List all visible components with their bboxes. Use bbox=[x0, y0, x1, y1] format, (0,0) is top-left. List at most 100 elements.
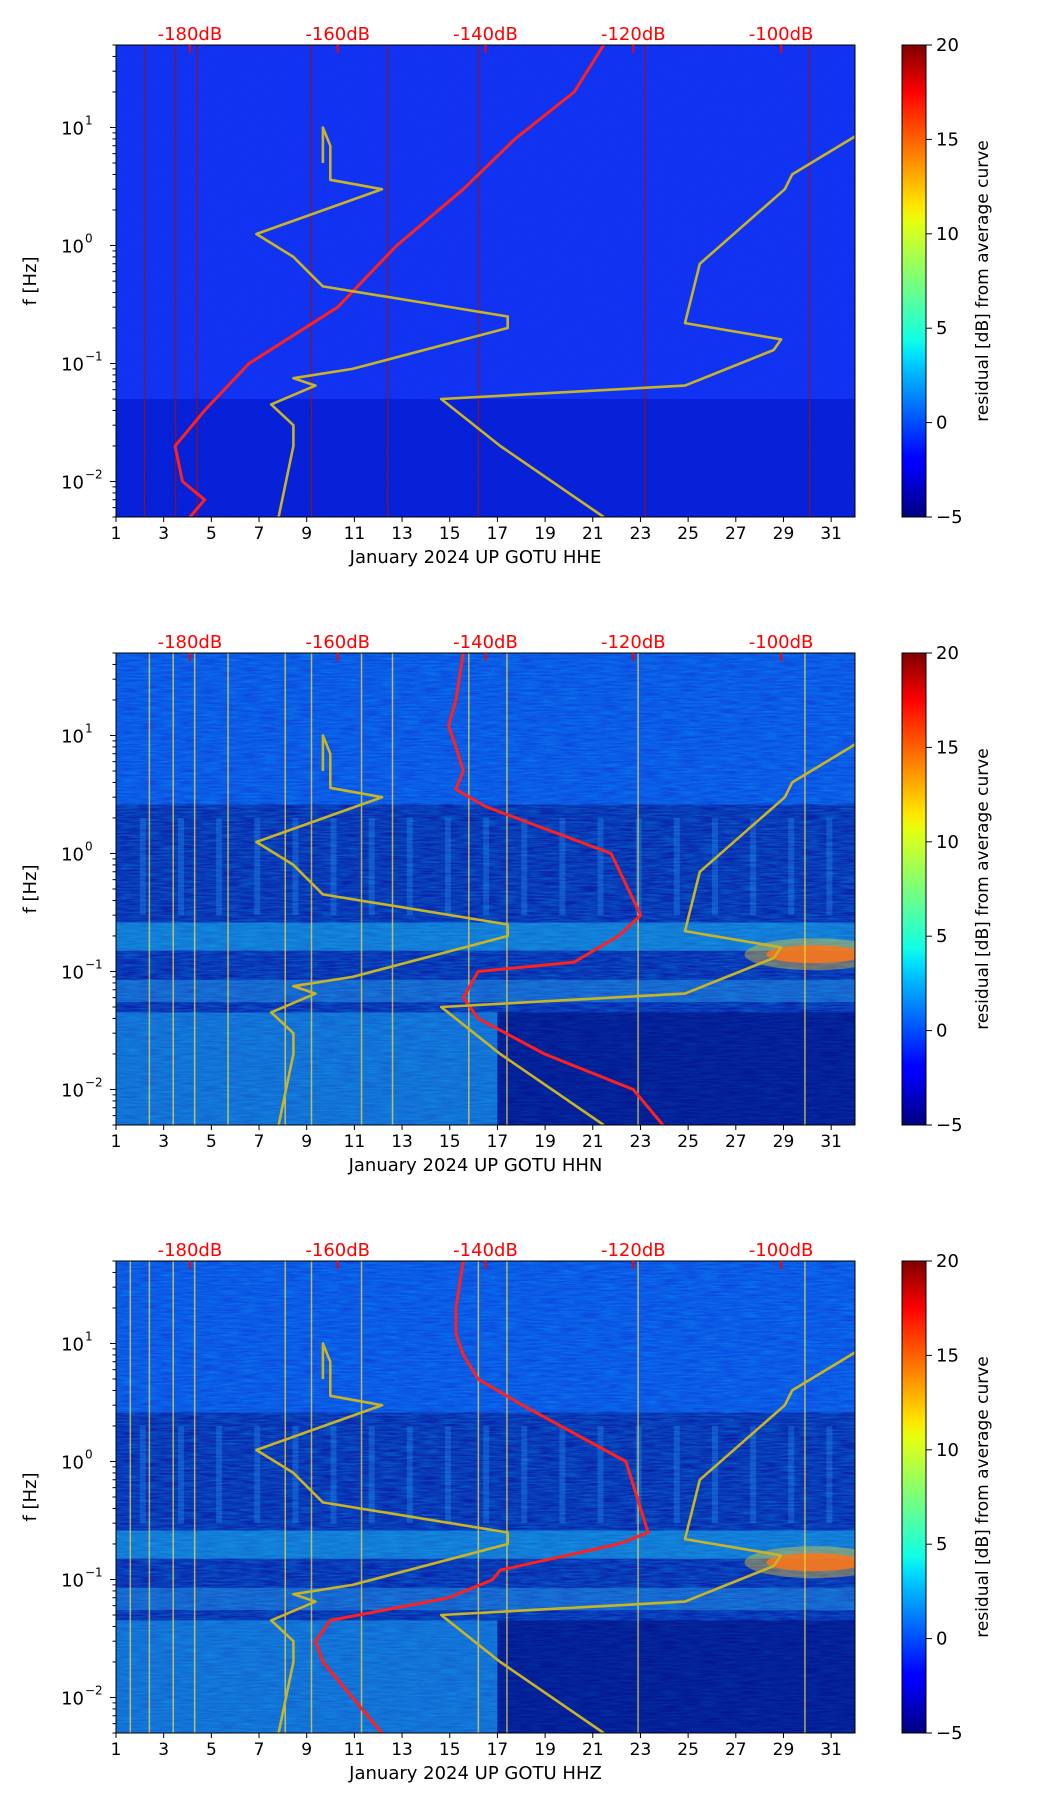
plume-streak bbox=[139, 1425, 146, 1524]
colorbar-label: residual [dB] from average curve bbox=[973, 1356, 993, 1637]
heatmap-area bbox=[116, 45, 855, 517]
plume-streak bbox=[368, 1425, 375, 1524]
x-tick-label: 21 bbox=[582, 1132, 604, 1152]
x-tick-label: 5 bbox=[206, 1740, 217, 1760]
plume-streak bbox=[826, 817, 833, 916]
plume-streak bbox=[177, 817, 184, 916]
y-tick-exponent: 1 bbox=[85, 1329, 93, 1343]
long-period-region bbox=[116, 1620, 498, 1733]
db-tick-label: -180dB bbox=[158, 1240, 223, 1261]
plume-streak bbox=[826, 1425, 833, 1524]
y-tick-exponent: −2 bbox=[85, 1075, 103, 1089]
series-peterson-nhnm bbox=[439, 1350, 855, 1733]
x-tick-label: 11 bbox=[344, 524, 366, 544]
plume-streak bbox=[597, 1425, 604, 1524]
plume-streak bbox=[711, 817, 718, 916]
x-axis-label: January 2024 UP GOTU HHE bbox=[349, 547, 602, 568]
plume-streak bbox=[750, 817, 757, 916]
plume-streak bbox=[711, 1425, 718, 1524]
colorbar-label: residual [dB] from average curve bbox=[973, 140, 993, 421]
x-tick-label: 25 bbox=[677, 1740, 699, 1760]
x-tick-label: 31 bbox=[820, 1132, 842, 1152]
heatmap-area bbox=[116, 653, 855, 1125]
colorbar-tick-label: 20 bbox=[936, 1251, 959, 1272]
plume-streak bbox=[597, 817, 604, 916]
plume-streak bbox=[444, 817, 451, 916]
plume-streak bbox=[521, 1425, 528, 1524]
quiet-region bbox=[497, 1012, 855, 1125]
x-tick-label: 5 bbox=[206, 1132, 217, 1152]
x-tick-label: 1 bbox=[111, 1132, 122, 1152]
y-tick-label: 10 bbox=[61, 354, 84, 375]
plume-streak bbox=[177, 1425, 184, 1524]
y-tick-label: 10 bbox=[61, 1570, 84, 1591]
x-tick-label: 15 bbox=[439, 1132, 461, 1152]
x-tick-label: 7 bbox=[254, 524, 265, 544]
plume-streak bbox=[521, 817, 528, 916]
y-tick-exponent: 1 bbox=[85, 113, 93, 127]
x-tick-label: 31 bbox=[820, 524, 842, 544]
series-peterson-nhnm bbox=[439, 134, 855, 517]
x-tick-label: 13 bbox=[391, 1740, 413, 1760]
x-tick-label: 31 bbox=[820, 1740, 842, 1760]
storm-halo bbox=[744, 938, 855, 971]
y-tick-label: 10 bbox=[61, 118, 84, 139]
y-axis-label: f [Hz] bbox=[20, 1472, 41, 1521]
x-tick-label: 11 bbox=[344, 1740, 366, 1760]
colorbar-tick-label: −5 bbox=[936, 507, 963, 528]
colorbar-tick-label: 15 bbox=[936, 1345, 959, 1366]
x-tick-label: 3 bbox=[158, 524, 169, 544]
series-peterson-nlnm bbox=[255, 126, 510, 517]
db-tick-label: -140dB bbox=[453, 24, 518, 45]
y-tick-label: 10 bbox=[61, 1080, 84, 1101]
plume-streak bbox=[673, 817, 680, 916]
y-tick-exponent: 1 bbox=[85, 721, 93, 735]
plume-streak bbox=[139, 817, 146, 916]
x-tick-label: 19 bbox=[534, 1740, 556, 1760]
x-tick-label: 1 bbox=[111, 1740, 122, 1760]
colorbar bbox=[901, 652, 927, 1126]
colorbar-tick-label: 0 bbox=[936, 1021, 947, 1042]
db-tick-label: -180dB bbox=[158, 24, 223, 45]
x-tick-label: 9 bbox=[301, 1132, 312, 1152]
microseism-band bbox=[116, 1530, 855, 1559]
colorbar-tick-label: 20 bbox=[936, 35, 959, 56]
colorbar-tick-label: −5 bbox=[936, 1723, 963, 1744]
series-average-psd bbox=[173, 45, 605, 517]
db-tick-label: -120dB bbox=[601, 1240, 666, 1261]
y-tick-label: 10 bbox=[61, 472, 84, 493]
colorbar bbox=[901, 1260, 927, 1734]
plume-streak bbox=[216, 1425, 223, 1524]
y-tick-exponent: 0 bbox=[85, 839, 93, 853]
plume-streak bbox=[788, 817, 795, 916]
x-tick-label: 19 bbox=[534, 524, 556, 544]
plume-streak bbox=[368, 817, 375, 916]
db-tick-label: -160dB bbox=[305, 632, 370, 653]
y-tick-exponent: 0 bbox=[85, 1447, 93, 1461]
storm-halo bbox=[744, 1546, 855, 1579]
plume-streak bbox=[216, 817, 223, 916]
y-axis-label: f [Hz] bbox=[20, 256, 41, 305]
plume-streak bbox=[444, 1425, 451, 1524]
x-tick-label: 15 bbox=[439, 524, 461, 544]
x-tick-label: 23 bbox=[630, 1740, 652, 1760]
colorbar-tick-label: 5 bbox=[936, 1534, 947, 1555]
db-tick-label: -120dB bbox=[601, 24, 666, 45]
colorbar bbox=[901, 44, 927, 518]
x-tick-label: 23 bbox=[630, 1132, 652, 1152]
plume-streak bbox=[788, 1425, 795, 1524]
x-tick-label: 21 bbox=[582, 524, 604, 544]
heatmap-area bbox=[116, 1261, 855, 1733]
series-peterson-nlnm bbox=[255, 734, 510, 1125]
x-tick-label: 15 bbox=[439, 1740, 461, 1760]
colorbar-tick-label: 5 bbox=[936, 926, 947, 947]
x-tick-label: 3 bbox=[158, 1132, 169, 1152]
x-axis-label: January 2024 UP GOTU HHN bbox=[348, 1155, 603, 1176]
series-average-psd bbox=[314, 1261, 650, 1733]
db-tick-label: -160dB bbox=[305, 1240, 370, 1261]
series-peterson-nhnm bbox=[439, 742, 855, 1125]
microseism-band bbox=[116, 922, 855, 951]
